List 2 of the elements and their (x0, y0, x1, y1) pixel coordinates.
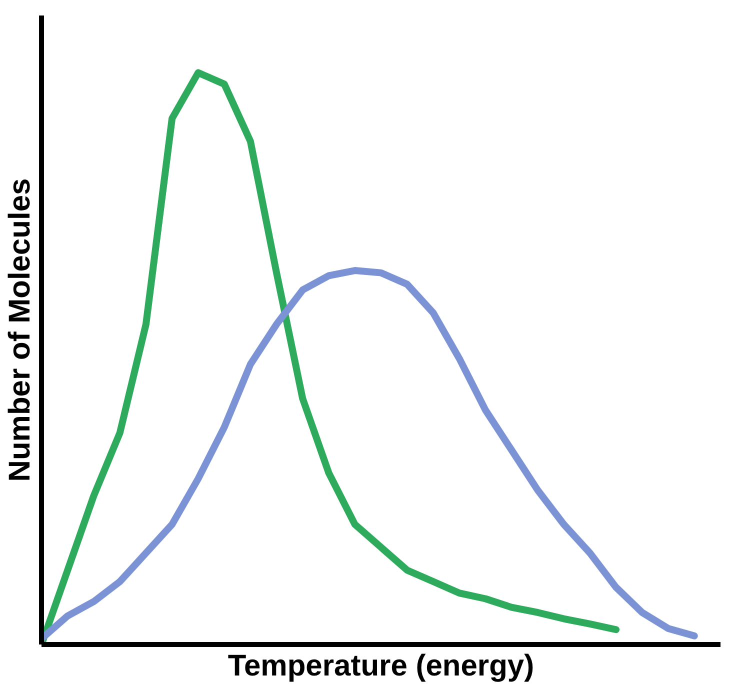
x-axis-title: Temperature (energy) (228, 650, 534, 682)
y-axis-title: Number of Molecules (4, 178, 36, 482)
